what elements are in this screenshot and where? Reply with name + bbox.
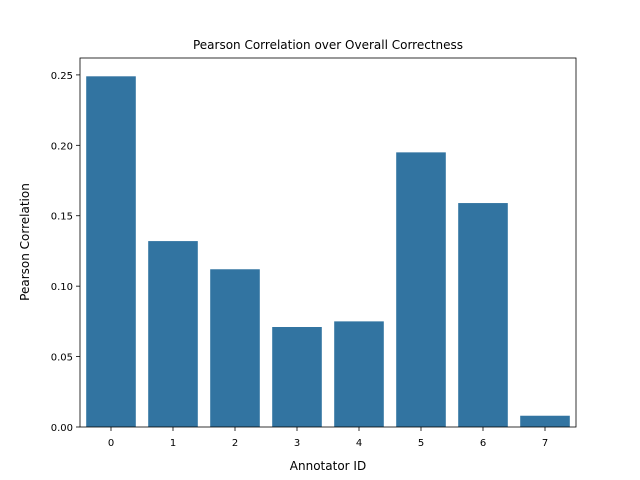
- bar-annotator-2: [210, 269, 260, 427]
- y-tick-label: 0.20: [51, 141, 73, 152]
- y-tick-label: 0.00: [51, 423, 73, 434]
- bar-annotator-5: [396, 152, 446, 427]
- y-tick-label: 0.10: [51, 282, 73, 293]
- x-tick-label: 5: [418, 438, 424, 449]
- x-tick-label: 7: [542, 438, 548, 449]
- plot-frame: [79, 57, 577, 428]
- bars-group: [86, 76, 570, 428]
- bar-annotator-7: [520, 415, 570, 427]
- x-tick-label: 1: [170, 438, 176, 449]
- y-axis: 0.00 0.05 0.10 0.15 0.20 0.25: [51, 71, 80, 434]
- bar-annotator-1: [148, 241, 198, 427]
- x-tick-label: 0: [108, 438, 114, 449]
- y-tick-label: 0.25: [51, 71, 73, 82]
- x-tick-label: 6: [480, 438, 486, 449]
- bar-annotator-3: [272, 327, 322, 427]
- x-tick-label: 3: [294, 438, 300, 449]
- y-tick-label: 0.05: [51, 353, 73, 364]
- bar-annotator-0: [86, 76, 136, 428]
- x-tick-label: 2: [232, 438, 238, 449]
- bar-annotator-6: [458, 203, 508, 427]
- x-tick-label: 4: [356, 438, 362, 449]
- y-axis-label: Pearson Correlation: [18, 183, 32, 301]
- x-axis: 0 1 2 3 4 5 6 7: [108, 427, 548, 449]
- bar-annotator-4: [334, 321, 384, 427]
- chart-title: Pearson Correlation over Overall Correct…: [193, 38, 463, 52]
- y-tick-label: 0.15: [51, 212, 73, 223]
- x-axis-label: Annotator ID: [290, 459, 366, 473]
